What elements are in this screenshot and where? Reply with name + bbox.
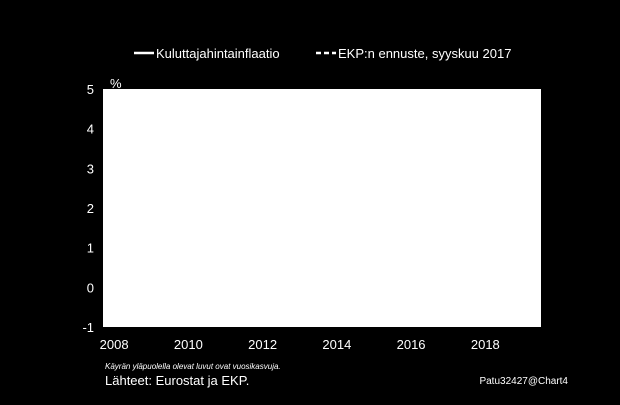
y-tick-label: 3: [87, 161, 94, 176]
x-tick-label: 2010: [174, 337, 203, 352]
y-axis-unit-label: %: [110, 76, 122, 91]
legend-label: EKP:n ennuste, syyskuu 2017: [338, 46, 511, 61]
y-tick-label: 4: [87, 122, 94, 137]
source-text: Lähteet: Eurostat ja EKP.: [105, 373, 250, 388]
y-axis-ticks: 5 4 3 2 1 0 -1: [82, 82, 94, 335]
y-tick-label: 0: [87, 280, 94, 295]
plot-area: [103, 89, 541, 327]
x-tick-label: 2018: [471, 337, 500, 352]
legend: Kuluttajahintainflaatio EKP:n ennuste, sy…: [134, 46, 511, 61]
y-tick-label: -1: [82, 320, 94, 335]
y-tick-label: 2: [87, 201, 94, 216]
x-tick-label: 2014: [322, 337, 351, 352]
chart-code: Patu32427@Chart4: [479, 376, 568, 387]
y-tick-label: 5: [87, 82, 94, 97]
y-tick-label: 1: [87, 241, 94, 256]
x-tick-label: 2016: [397, 337, 426, 352]
x-tick-label: 2008: [100, 337, 129, 352]
legend-label: Kuluttajahintainflaatio: [156, 46, 280, 61]
x-axis-ticks: 2008 2010 2012 2014 2016 2018: [100, 337, 500, 352]
x-tick-label: 2012: [248, 337, 277, 352]
footnote: Käyrän yläpuolella olevat luvut ovat vuo…: [105, 362, 281, 371]
